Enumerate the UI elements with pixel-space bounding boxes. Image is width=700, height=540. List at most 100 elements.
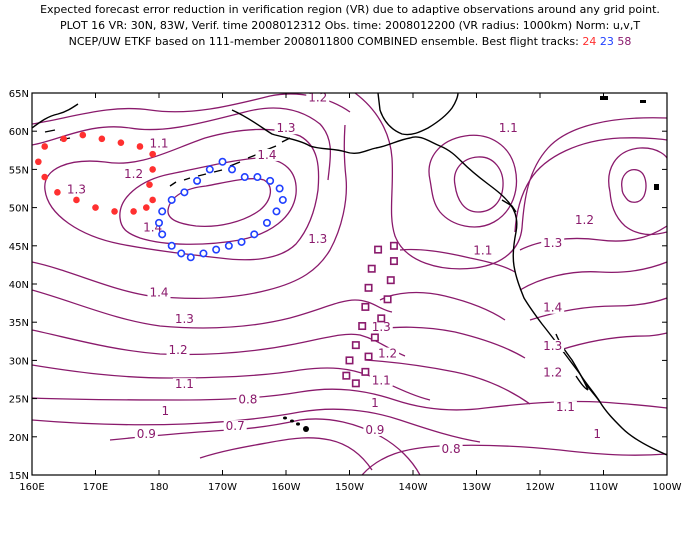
arctic-island — [640, 100, 646, 103]
track-24-point — [98, 135, 106, 143]
contour-line — [608, 147, 667, 236]
contour-line — [621, 169, 647, 203]
contour-line — [199, 437, 373, 471]
axis-ticks: 160E 170E 180 170W 160W 150W 140W 130W 120W 110W 1… — [9, 89, 682, 493]
contour-labels: 1.21.31.11.41.21.31.41.31.41.31.21.110.9… — [64, 91, 602, 456]
contour-label: 1.1 — [499, 121, 518, 135]
track-24-legend: 24 — [582, 35, 597, 48]
coastline-vancouver — [501, 199, 517, 213]
contour-label-bg — [172, 378, 196, 391]
track-58-point — [389, 241, 398, 250]
hawaii-island — [303, 426, 309, 432]
contour-label-bg — [160, 404, 170, 417]
x-tick-label: 140W — [399, 482, 428, 493]
track-23-point — [158, 207, 167, 216]
track-23-point — [177, 249, 186, 258]
contour-label: 1.3 — [543, 339, 562, 353]
contour-label-bg — [369, 320, 393, 333]
contour-line — [514, 137, 667, 233]
contour-label: 0.9 — [137, 427, 156, 441]
track-58-point — [367, 264, 376, 273]
contour-label-bg — [496, 122, 520, 135]
contour-line — [44, 128, 320, 261]
header-line-3: NCEP/UW ETKF based on 111-member 2008011… — [0, 34, 700, 50]
contour-line — [32, 107, 332, 181]
map-plot: 1.21.31.11.41.21.31.41.31.41.31.21.110.9… — [32, 91, 667, 475]
contour-line — [32, 388, 667, 411]
track-23-point — [240, 173, 249, 182]
flight-tracks — [35, 131, 398, 388]
contour-label-bg — [541, 366, 565, 379]
track-23-point — [167, 195, 176, 204]
contour-label: 1.2 — [543, 366, 562, 380]
contour-label-bg — [369, 374, 393, 387]
contour-label-bg — [172, 313, 196, 326]
track-23-point — [275, 184, 284, 193]
track-23-point — [199, 249, 208, 258]
track-24-point — [146, 181, 153, 188]
track-23-legend: 23 — [599, 35, 614, 48]
contour-label-bg — [223, 420, 247, 433]
y-tick-label: 40N — [9, 280, 29, 291]
contour-label: 1.1 — [175, 377, 194, 391]
contour-label: 0.7 — [226, 419, 245, 433]
x-tick-label: 100W — [653, 482, 682, 493]
track-24-point — [111, 208, 118, 215]
contour-label: 1.1 — [473, 243, 492, 257]
contour-label: 1.4 — [257, 148, 276, 162]
contour-label: 0.8 — [442, 442, 461, 456]
track-58-point — [361, 302, 370, 311]
track-23-point — [212, 245, 221, 254]
contour-line — [559, 332, 667, 351]
x-tick-label: 110W — [589, 482, 618, 493]
contour-line — [399, 248, 516, 273]
track-24-point — [54, 189, 61, 196]
contour-label: 1.2 — [124, 167, 143, 181]
track-23-point — [262, 218, 271, 227]
contour-label-bg — [134, 427, 158, 440]
track-24-point — [41, 143, 48, 150]
contour-line — [379, 291, 506, 321]
y-tick-label: 15N — [9, 471, 29, 482]
x-tick-label: 170E — [83, 482, 108, 493]
track-58-point — [370, 333, 379, 342]
track-58-point — [377, 314, 386, 323]
track-23-point — [205, 165, 214, 174]
track-24-point — [149, 166, 156, 173]
contour-label-bg — [541, 236, 565, 249]
contour-label-bg — [471, 244, 495, 257]
contour-label-bg — [255, 148, 279, 161]
contour-label: 1.2 — [308, 91, 327, 105]
hawaii-island — [290, 419, 294, 423]
coastline-kamchatka — [32, 103, 79, 129]
x-tick-label: 160E — [19, 482, 44, 493]
track-58-point — [374, 245, 383, 254]
contour-label: 1.4 — [543, 301, 562, 315]
contour-line — [32, 93, 351, 125]
track-24-point — [60, 135, 68, 143]
track-58-legend: 58 — [617, 35, 632, 48]
track-58-point — [345, 356, 354, 365]
track-24-point — [149, 196, 156, 204]
contour-line — [354, 93, 667, 270]
y-tick-label: 30N — [9, 356, 29, 367]
contour-label-bg — [147, 286, 171, 299]
contour-label-bg — [306, 93, 330, 104]
contour-label: 1.1 — [372, 373, 391, 387]
track-23-point — [218, 157, 227, 166]
contour-label-bg — [122, 168, 146, 181]
x-tick-label: 120W — [526, 482, 555, 493]
x-tick-label: 180 — [149, 482, 168, 493]
track-58-point — [351, 341, 360, 350]
hawaii-island — [296, 422, 300, 426]
track-24-point — [136, 143, 144, 150]
track-23-point — [193, 176, 202, 185]
track-23-point — [237, 237, 246, 246]
contour-label: 1.4 — [149, 285, 168, 299]
y-tick-label: 60N — [9, 127, 29, 138]
coastline-gulf — [585, 383, 601, 403]
contour-line — [529, 297, 667, 321]
contour-line — [32, 124, 348, 300]
contour-label-bg — [541, 301, 565, 314]
